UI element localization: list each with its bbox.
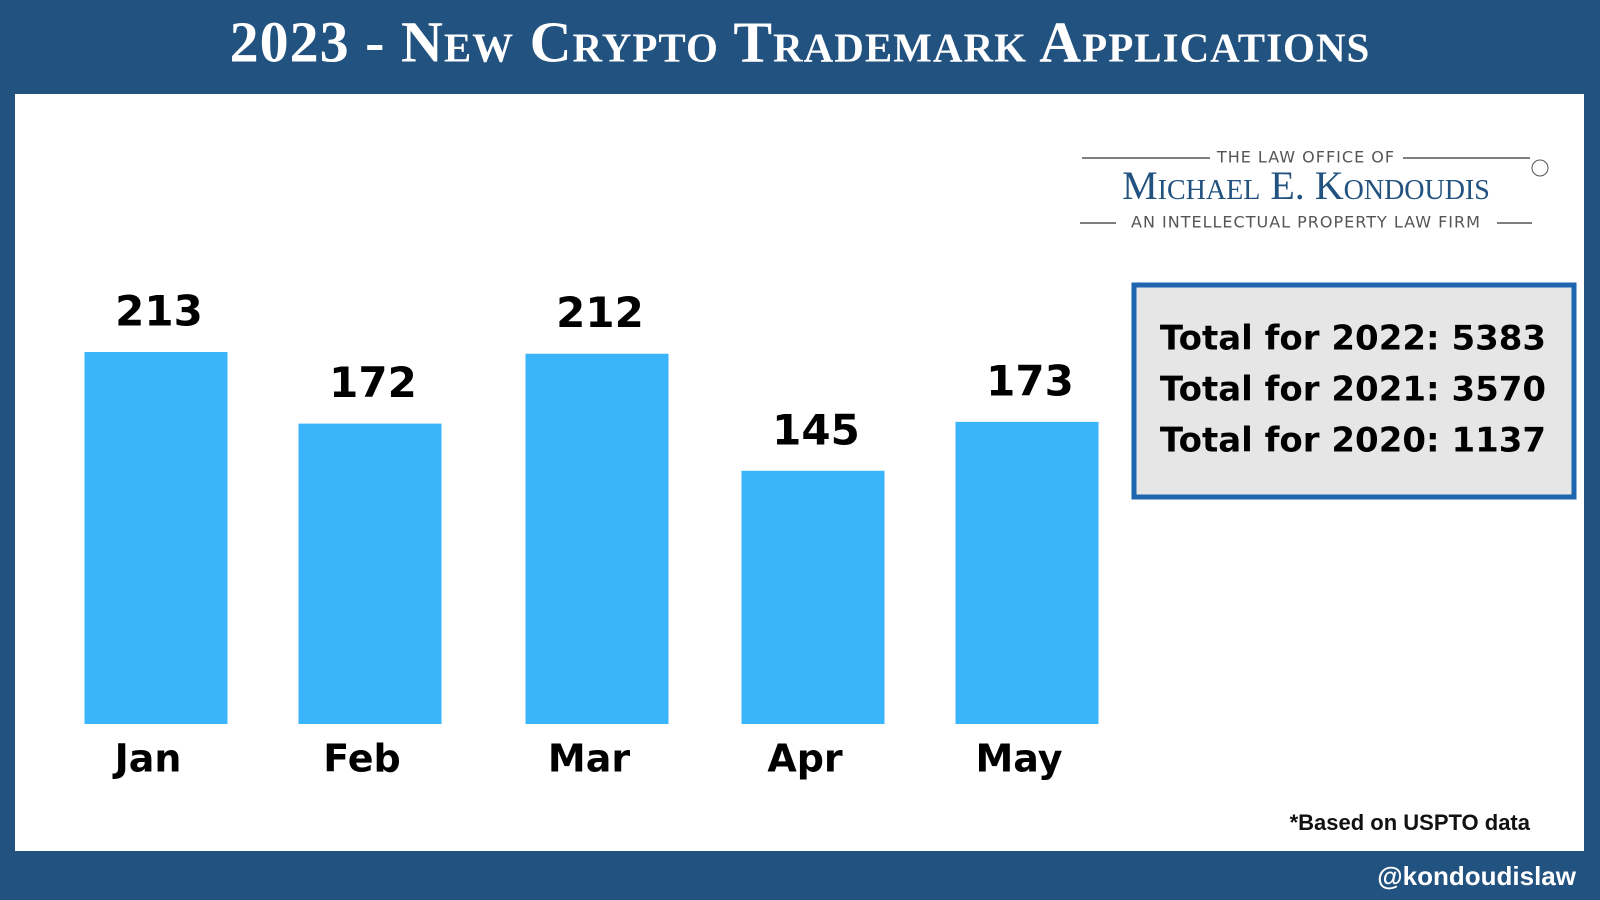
value-label: 145 [772, 405, 860, 454]
total-label: Total for 2022: 5383 [1160, 319, 1546, 359]
bar [955, 421, 1099, 724]
total-label: Total for 2021: 3570 [1160, 370, 1546, 410]
footnote: *Based on USPTO data [1290, 810, 1531, 835]
chart-title: 2023 - New Crypto Trademark Applications [230, 9, 1371, 74]
x-tick-label: Apr [767, 737, 843, 781]
x-tick-label: Jan [112, 737, 182, 781]
x-tick-label: Mar [548, 737, 630, 781]
logo-name: Michael E. Kondoudis [1122, 163, 1490, 208]
x-tick-label: Feb [323, 737, 400, 781]
bar [525, 353, 669, 724]
value-label: 173 [986, 356, 1074, 405]
registered-mark [1531, 159, 1549, 177]
x-tick-label: May [975, 737, 1062, 781]
bar [741, 470, 885, 724]
value-label: 213 [115, 287, 203, 336]
totals-box [1131, 282, 1577, 500]
logo-line: AN INTELLECTUAL PROPERTY LAW FIRM [1131, 213, 1481, 232]
logo-line: THE LAW OFFICE OF [1216, 148, 1395, 167]
bar [84, 352, 228, 724]
handle: @kondoudislaw [1377, 861, 1576, 891]
value-label: 212 [556, 288, 644, 337]
value-label: 172 [329, 358, 417, 407]
bar [298, 423, 442, 724]
total-label: Total for 2020: 1137 [1160, 421, 1546, 461]
